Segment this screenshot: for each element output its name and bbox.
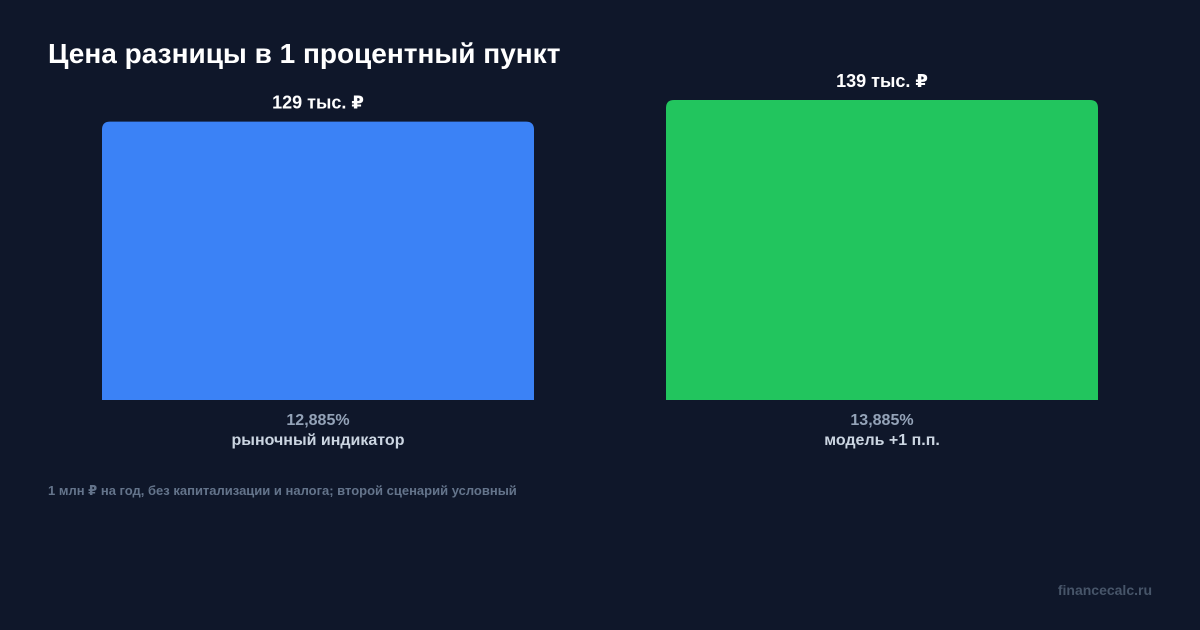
bar-category-label-1: рыночный индикатор	[232, 432, 405, 449]
watermark: financecalc.ru	[1057, 582, 1152, 598]
chart-title: Цена разницы в 1 процентный пункт	[48, 38, 561, 69]
bar-2	[666, 100, 1098, 400]
bar-1	[102, 121, 534, 400]
bar-value-label-1: 129 тыс. ₽	[272, 93, 364, 113]
bar-rate-label-2: 13,885%	[850, 412, 913, 429]
bar-category-label-2: модель +1 п.п.	[824, 432, 940, 449]
footnote: 1 млн ₽ на год, без капитализации и нало…	[48, 483, 517, 498]
bar-rate-label-1: 12,885%	[286, 412, 349, 429]
bar-value-label-2: 139 тыс. ₽	[836, 71, 928, 91]
